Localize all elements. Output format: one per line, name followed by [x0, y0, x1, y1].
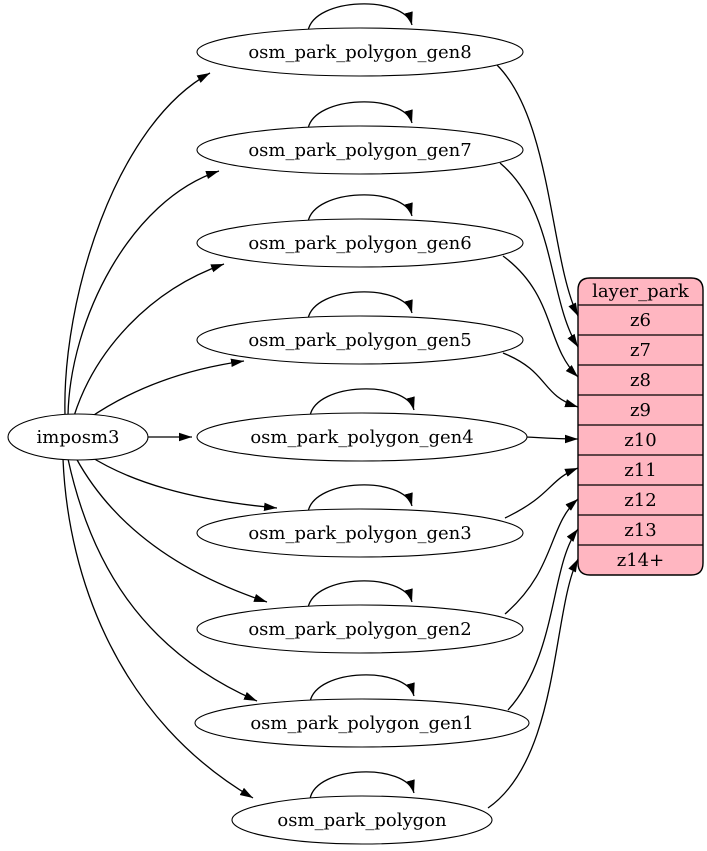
edge-osm-park-polygon-gen3-to-z11 — [504, 467, 579, 519]
layer-row-z10: z10 — [624, 430, 656, 451]
node-osm-park-polygon-ellipse — [231, 795, 493, 845]
node-osm-park-polygon-gen2: osm_park_polygon_gen2 — [196, 604, 524, 654]
self-loop-osm-park-polygon-gen3 — [307, 484, 413, 513]
self-loop-osm-park-polygon-gen1 — [309, 674, 415, 703]
edge-imposm3-to-osm-park-polygon-gen1 — [67, 458, 258, 702]
node-osm-park-polygon-gen6-ellipse — [196, 218, 524, 268]
node-osm-park-polygon-gen5: osm_park_polygon_gen5 — [196, 315, 524, 365]
layer-row-z9: z9 — [630, 400, 651, 421]
node-osm-park-polygon-gen6-label: osm_park_polygon_gen6 — [248, 233, 471, 254]
edge-osm-park-polygon-gen4-to-z10 — [526, 434, 579, 444]
edge-imposm3-to-osm-park-polygon-gen5 — [87, 358, 245, 420]
edge-imposm3-to-osm-park-polygon-gen2 — [75, 457, 268, 603]
edge-osm-park-polygon-gen8-to-z6 — [496, 64, 579, 317]
self-loop-osm-park-polygon-gen7 — [307, 101, 413, 130]
self-loop-osm-park-polygon — [309, 771, 415, 800]
edge-osm-park-polygon-gen7-to-z7 — [499, 162, 579, 348]
edge-osm-park-polygon-gen1-to-z13 — [507, 528, 579, 711]
node-osm-park-polygon-gen6: osm_park_polygon_gen6 — [196, 218, 524, 268]
self-loop-osm-park-polygon-gen6 — [307, 194, 413, 223]
layer-park-record: layer_park z6 z7 z8 z9 z10 z11 z12 z13 z14+ — [577, 277, 704, 576]
node-osm-park-polygon-label: osm_park_polygon — [277, 810, 447, 831]
self-loop-osm-park-polygon-gen5 — [307, 291, 413, 320]
edge-imposm3-to-osm-park-polygon-gen3 — [87, 454, 278, 511]
node-osm-park-polygon-gen7-label: osm_park_polygon_gen7 — [248, 140, 471, 161]
edges-layer — [62, 3, 579, 809]
node-osm-park-polygon-gen4-label: osm_park_polygon_gen4 — [250, 427, 473, 448]
edge-imposm3-to-osm-park-polygon-gen8 — [64, 72, 211, 416]
node-osm-park-polygon-gen8: osm_park_polygon_gen8 — [196, 27, 524, 77]
layer-row-z14plus: z14+ — [617, 550, 664, 571]
node-osm-park-polygon-gen5-label: osm_park_polygon_gen5 — [248, 330, 471, 351]
node-osm-park-polygon-gen2-ellipse — [196, 604, 524, 654]
self-loop-osm-park-polygon-gen4 — [309, 388, 415, 417]
edge-osm-park-polygon-gen2-to-z12 — [504, 498, 579, 615]
edge-osm-park-polygon-gen5-to-z9 — [502, 352, 579, 408]
node-osm-park-polygon-gen1-label: osm_park_polygon_gen1 — [250, 713, 473, 734]
node-osm-park-polygon-gen3: osm_park_polygon_gen3 — [196, 508, 524, 558]
self-loop-osm-park-polygon-gen8 — [307, 3, 413, 32]
node-osm-park-polygon-gen1: osm_park_polygon_gen1 — [194, 698, 530, 748]
layer-row-z7: z7 — [630, 340, 651, 361]
node-osm-park-polygon-gen3-ellipse — [196, 508, 524, 558]
node-osm-park-polygon-gen1-ellipse — [194, 698, 530, 748]
edge-imposm3-to-osm-park-polygon — [62, 458, 254, 799]
node-osm-park-polygon-gen4-ellipse — [196, 412, 528, 462]
node-osm-park-polygon: osm_park_polygon — [231, 795, 493, 845]
layer-park-title: layer_park — [592, 281, 690, 302]
node-imposm3: imposm3 — [7, 413, 149, 461]
node-osm-park-polygon-gen7: osm_park_polygon_gen7 — [196, 125, 524, 175]
node-imposm3-label: imposm3 — [37, 427, 120, 448]
edge-imposm3-to-osm-park-polygon-gen6 — [73, 263, 225, 417]
node-osm-park-polygon-gen7-ellipse — [196, 125, 524, 175]
node-osm-park-polygon-gen4: osm_park_polygon_gen4 — [196, 412, 528, 462]
self-loop-osm-park-polygon-gen2 — [307, 580, 413, 609]
layer-row-z6: z6 — [630, 310, 651, 331]
layer-row-z11: z11 — [624, 460, 656, 481]
node-osm-park-polygon-gen5-ellipse — [196, 315, 524, 365]
layer-row-z12: z12 — [624, 490, 656, 511]
node-osm-park-polygon-gen3-label: osm_park_polygon_gen3 — [248, 523, 471, 544]
layer-row-z13: z13 — [624, 520, 656, 541]
edge-imposm3-to-osm-park-polygon-gen7 — [67, 170, 220, 416]
node-osm-park-polygon-gen2-label: osm_park_polygon_gen2 — [248, 619, 471, 640]
edge-osm-park-polygon-to-z14plus — [487, 558, 579, 809]
edge-osm-park-polygon-gen6-to-z8 — [502, 255, 579, 378]
node-osm-park-polygon-gen8-ellipse — [196, 27, 524, 77]
layer-row-z8: z8 — [630, 370, 651, 391]
node-osm-park-polygon-gen8-label: osm_park_polygon_gen8 — [248, 42, 471, 63]
node-imposm3-ellipse — [7, 413, 149, 461]
layer-park-border — [577, 277, 704, 576]
